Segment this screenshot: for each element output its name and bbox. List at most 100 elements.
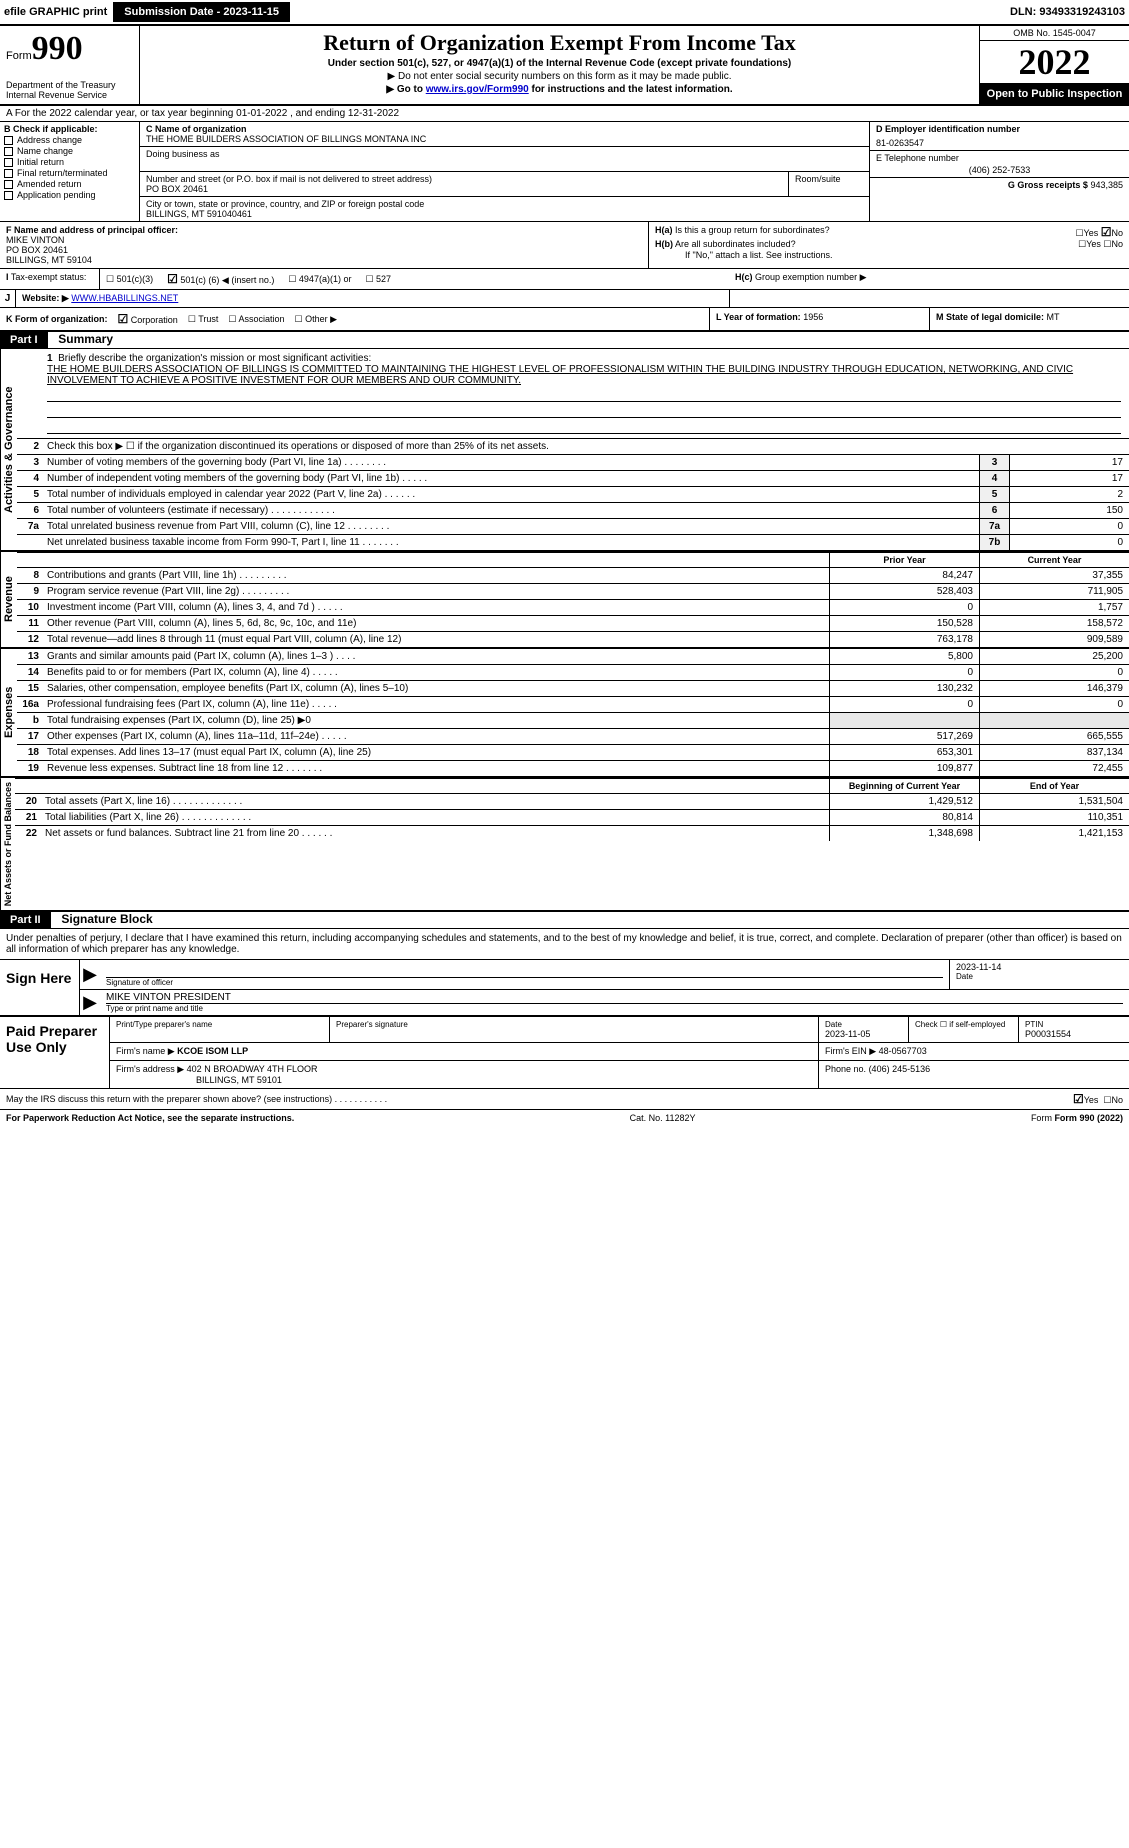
side-expenses: Expenses — [0, 649, 17, 776]
net-assets-row: 22Net assets or fund balances. Subtract … — [15, 825, 1129, 841]
side-net-assets: Net Assets or Fund Balances — [0, 778, 15, 910]
i-text: Tax-exempt status: — [11, 272, 87, 282]
line1-text: Briefly describe the organization's miss… — [58, 353, 371, 364]
street-value: PO BOX 20461 — [146, 184, 782, 194]
prior-year-hdr: Prior Year — [829, 553, 979, 567]
k-assoc: ☐ Association — [228, 314, 284, 325]
link-pre: ▶ Go to — [386, 84, 425, 95]
expense-row: 17Other expenses (Part IX, column (A), l… — [17, 728, 1129, 744]
entity-block: B Check if applicable: Address change Na… — [0, 122, 1129, 222]
column-de: D Employer identification number 81-0263… — [869, 122, 1129, 221]
firm-phone-label: Phone no. — [825, 1064, 866, 1074]
prep-date-label: Date — [825, 1020, 902, 1029]
m-value: MT — [1047, 312, 1060, 322]
discuss-row: May the IRS discuss this return with the… — [0, 1089, 1129, 1110]
section-governance: Activities & Governance 1 Briefly descri… — [0, 349, 1129, 552]
line1-num: 1 — [47, 353, 53, 364]
i-501c3: ☐ 501(c)(3) — [106, 274, 153, 285]
omb-number: OMB No. 1545-0047 — [980, 26, 1129, 41]
hb-text: Are all subordinates included? — [675, 239, 796, 249]
side-governance: Activities & Governance — [0, 349, 17, 550]
k-corp: ☑ Corporation — [118, 312, 178, 326]
form-number: Form990 — [6, 30, 133, 68]
j-row: J Website: ▶ WWW.HBABILLINGS.NET — [0, 290, 1129, 308]
discuss-yesno: ☑Yes ☐No — [1073, 1092, 1123, 1106]
part-i-bar: Part I Summary — [0, 332, 1129, 349]
efile-topbar: efile GRAPHIC print Submission Date - 20… — [0, 0, 1129, 24]
gov-row: 4Number of independent voting members of… — [17, 470, 1129, 486]
form-ref: Form Form 990 (2022) — [1031, 1113, 1123, 1123]
form-prefix: Form — [6, 50, 32, 62]
prep-name-label: Print/Type preparer's name — [116, 1020, 323, 1029]
line2-text: Check this box ▶ ☐ if the organization d… — [43, 439, 1129, 454]
expense-row: 19Revenue less expenses. Subtract line 1… — [17, 760, 1129, 776]
discuss-text: May the IRS discuss this return with the… — [6, 1094, 1073, 1104]
street-label: Number and street (or P.O. box if mail i… — [146, 174, 782, 184]
cb-label: Initial return — [17, 157, 64, 167]
footer-line: For Paperwork Reduction Act Notice, see … — [0, 1110, 1129, 1126]
f-label: F Name and address of principal officer: — [6, 225, 178, 235]
m-label: M State of legal domicile: — [936, 312, 1044, 322]
sig-officer-label: Signature of officer — [106, 978, 943, 987]
submission-date-button[interactable]: Submission Date - 2023-11-15 — [113, 2, 290, 22]
part-i-label: Part I — [0, 332, 48, 348]
net-assets-row: 20Total assets (Part X, line 16) . . . .… — [15, 793, 1129, 809]
checkbox-initial-return[interactable] — [4, 158, 13, 167]
form-header: Form990 Department of the Treasury Inter… — [0, 24, 1129, 106]
end-year-hdr: End of Year — [979, 779, 1129, 793]
cb-label: Application pending — [17, 190, 96, 200]
section-revenue: Revenue Prior Year Current Year 8Contrib… — [0, 552, 1129, 649]
l-label: L Year of formation: — [716, 312, 801, 322]
irs-label: Internal Revenue Service — [6, 90, 133, 100]
ptin-value: P00031554 — [1025, 1029, 1123, 1039]
city-value: BILLINGS, MT 591040461 — [146, 209, 863, 219]
officer-printed-name: MIKE VINTON PRESIDENT — [106, 992, 1123, 1004]
checkbox-amended[interactable] — [4, 180, 13, 189]
instructions-link-line: ▶ Go to www.irs.gov/Form990 for instruct… — [148, 84, 971, 95]
i-label: I — [6, 272, 9, 282]
col-b-header: B Check if applicable: — [4, 124, 135, 134]
officer-sub-label: Type or print name and title — [106, 1004, 1123, 1013]
gov-row: 3Number of voting members of the governi… — [17, 454, 1129, 470]
prep-sig-label: Preparer's signature — [336, 1020, 812, 1029]
website-link[interactable]: WWW.HBABILLINGS.NET — [71, 293, 178, 303]
efile-label: efile GRAPHIC print — [4, 6, 107, 18]
expense-row: 14Benefits paid to or for members (Part … — [17, 664, 1129, 680]
revenue-row: 10Investment income (Part VIII, column (… — [17, 599, 1129, 615]
k-row: K Form of organization: ☑ Corporation ☐ … — [0, 308, 1129, 332]
part-ii-title: Signature Block — [53, 912, 152, 926]
line-a-calendar: A For the 2022 calendar year, or tax yea… — [0, 106, 1129, 122]
paid-preparer-label: Paid Preparer Use Only — [0, 1017, 110, 1088]
gov-row: 5Total number of individuals employed in… — [17, 486, 1129, 502]
side-revenue: Revenue — [0, 552, 17, 647]
phone-label: E Telephone number — [876, 153, 1123, 163]
firm-name: KCOE ISOM LLP — [177, 1046, 248, 1056]
firm-ein-label: Firm's EIN ▶ — [825, 1046, 876, 1056]
column-b: B Check if applicable: Address change Na… — [0, 122, 140, 221]
expense-row: bTotal fundraising expenses (Part IX, co… — [17, 712, 1129, 728]
dln-label: DLN: 93493319243103 — [1010, 6, 1125, 18]
form-title: Return of Organization Exempt From Incom… — [148, 30, 971, 56]
checkbox-final-return[interactable] — [4, 169, 13, 178]
cat-no: Cat. No. 11282Y — [630, 1113, 696, 1123]
checkbox-application-pending[interactable] — [4, 191, 13, 200]
form-number-big: 990 — [32, 30, 83, 67]
tax-year: 2022 — [980, 41, 1129, 84]
dept-label: Department of the Treasury — [6, 80, 133, 90]
gross-receipts-value: 943,385 — [1090, 180, 1123, 190]
instructions-link[interactable]: www.irs.gov/Form990 — [426, 84, 529, 95]
expense-row: 16aProfessional fundraising fees (Part I… — [17, 696, 1129, 712]
link-post: for instructions and the latest informat… — [529, 84, 733, 95]
gov-row: Net unrelated business taxable income fr… — [17, 534, 1129, 550]
revenue-row: 12Total revenue—add lines 8 through 11 (… — [17, 631, 1129, 647]
cb-label: Amended return — [17, 179, 82, 189]
paid-preparer-block: Paid Preparer Use Only Print/Type prepar… — [0, 1017, 1129, 1089]
officer-addr1: PO BOX 20461 — [6, 245, 68, 255]
current-year-hdr: Current Year — [979, 553, 1129, 567]
j-text: Website: ▶ — [22, 293, 69, 303]
phone-value: (406) 252-7533 — [876, 165, 1123, 175]
checkbox-name-change[interactable] — [4, 147, 13, 156]
i-row: I Tax-exempt status: ☐ 501(c)(3) ☑ 501(c… — [0, 269, 1129, 290]
firm-name-label: Firm's name ▶ — [116, 1046, 175, 1056]
checkbox-address-change[interactable] — [4, 136, 13, 145]
